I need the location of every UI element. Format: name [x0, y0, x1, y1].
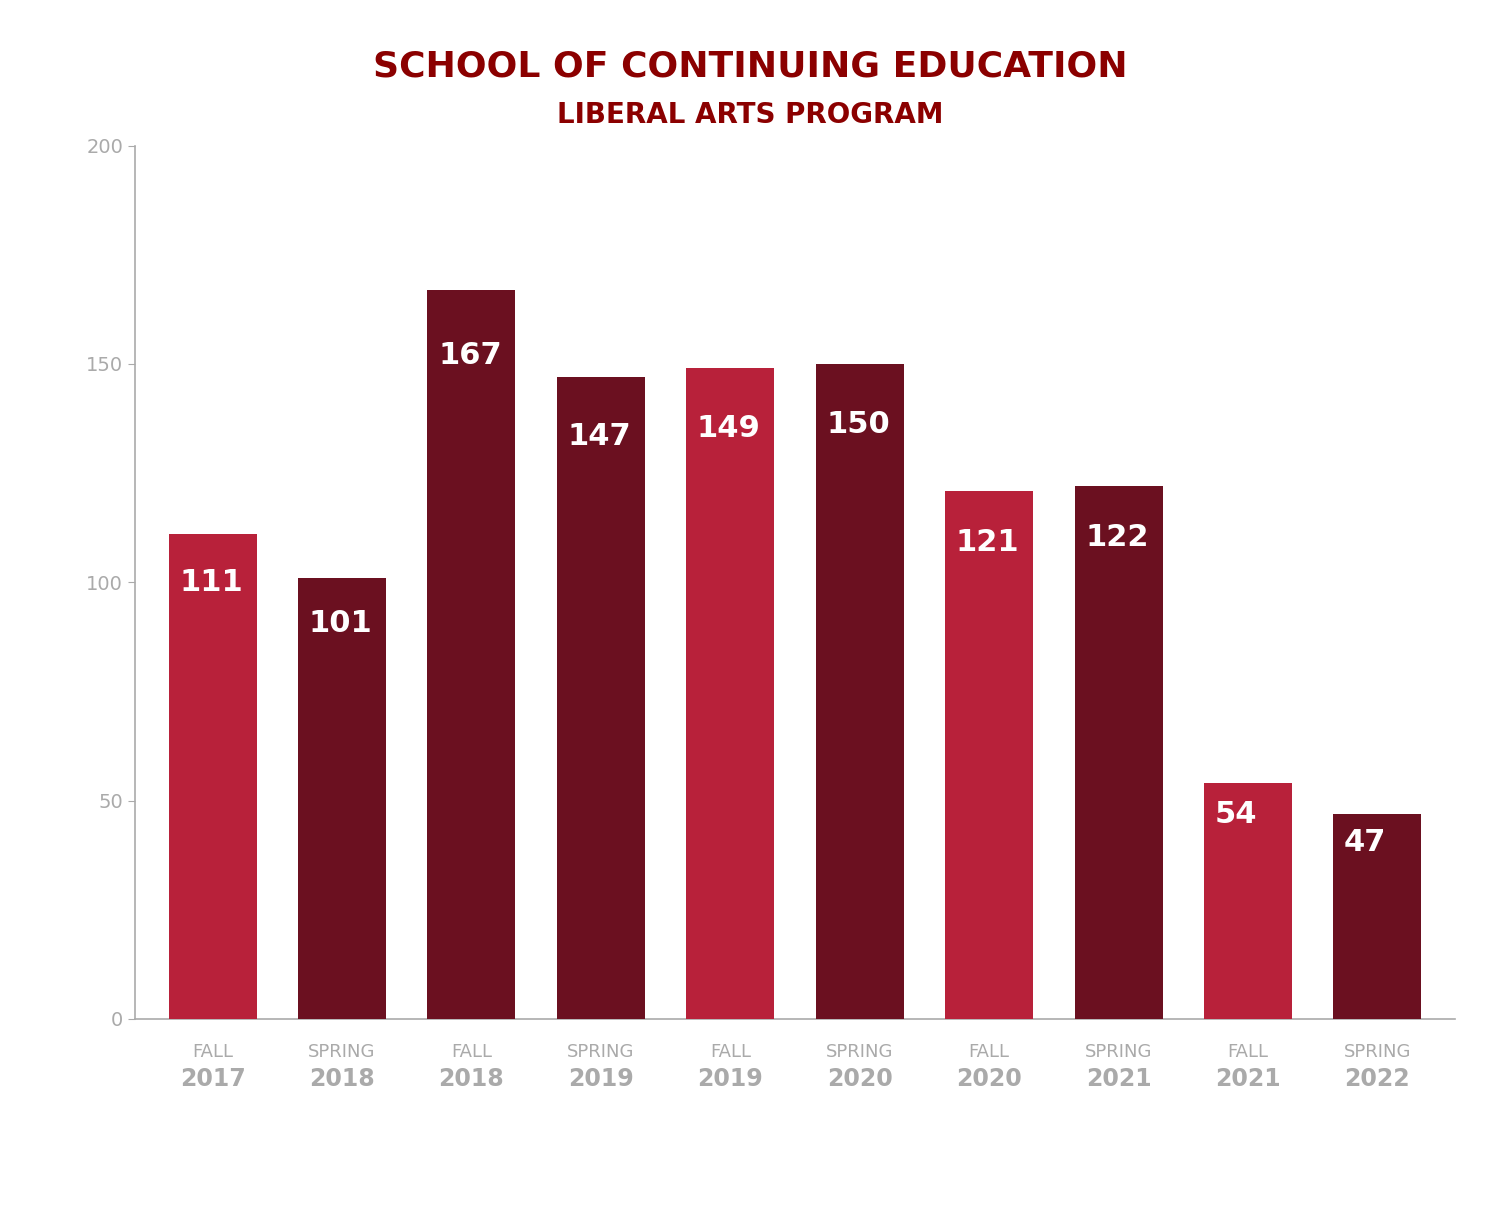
Text: 122: 122 [1084, 524, 1149, 552]
Text: 2020: 2020 [827, 1067, 892, 1090]
Bar [427, 290, 516, 1019]
Text: 167: 167 [438, 341, 501, 370]
Text: SPRING: SPRING [567, 1043, 634, 1061]
Bar [816, 364, 903, 1019]
Text: 2019: 2019 [568, 1067, 634, 1090]
Text: FALL: FALL [969, 1043, 1010, 1061]
Text: SPRING: SPRING [1344, 1043, 1412, 1061]
Bar [1204, 784, 1292, 1019]
Text: 2020: 2020 [956, 1067, 1022, 1090]
Text: SPRING: SPRING [309, 1043, 375, 1061]
Text: 2019: 2019 [698, 1067, 764, 1090]
Bar [168, 534, 256, 1019]
Text: 150: 150 [827, 410, 890, 439]
Text: 149: 149 [698, 414, 760, 443]
Text: 2021: 2021 [1215, 1067, 1281, 1090]
Text: 111: 111 [178, 568, 243, 597]
Text: SPRING: SPRING [827, 1043, 894, 1061]
Text: FALL: FALL [452, 1043, 492, 1061]
Text: 121: 121 [956, 528, 1020, 557]
Text: FALL: FALL [710, 1043, 752, 1061]
Text: 101: 101 [309, 609, 372, 638]
Text: SPRING: SPRING [1084, 1043, 1152, 1061]
Text: 147: 147 [567, 422, 632, 451]
Text: LIBERAL ARTS PROGRAM: LIBERAL ARTS PROGRAM [556, 101, 944, 130]
Bar [1334, 814, 1422, 1019]
Text: 2018: 2018 [309, 1067, 375, 1090]
Text: 2022: 2022 [1344, 1067, 1410, 1090]
Text: FALL: FALL [1227, 1043, 1269, 1061]
Text: 2018: 2018 [438, 1067, 504, 1090]
Text: 47: 47 [1344, 828, 1386, 858]
Bar [687, 369, 774, 1019]
Text: SCHOOL OF CONTINUING EDUCATION: SCHOOL OF CONTINUING EDUCATION [372, 50, 1128, 84]
Text: FALL: FALL [192, 1043, 232, 1061]
Text: 54: 54 [1215, 799, 1257, 828]
Bar [556, 377, 645, 1019]
Text: 2017: 2017 [180, 1067, 246, 1090]
Bar [945, 490, 1034, 1019]
Text: 2021: 2021 [1086, 1067, 1152, 1090]
Bar [1074, 486, 1162, 1019]
Bar [298, 577, 386, 1019]
